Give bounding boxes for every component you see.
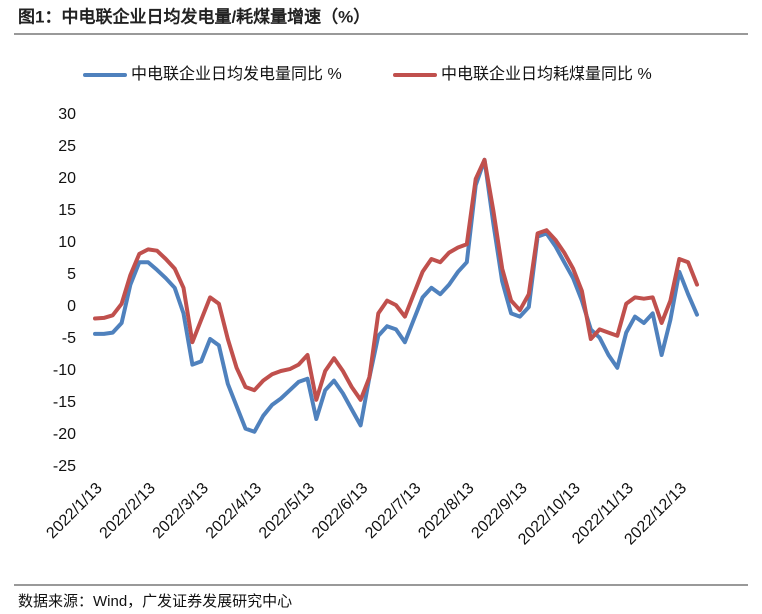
source: 数据来源：Wind，广发证券发展研究中心 (18, 593, 292, 610)
y-tick-label: -20 (53, 426, 76, 443)
x-tick-label: 2022/1/13 (43, 480, 105, 542)
x-tick-label: 2022/8/13 (415, 480, 477, 542)
legend-label: 中电联企业日均发电量同比 % (131, 65, 342, 83)
line-series (93, 157, 699, 402)
y-tick-label: -15 (53, 394, 76, 411)
y-tick-label: -5 (62, 330, 76, 347)
y-tick-label: -25 (53, 458, 76, 475)
y-tick-label: -10 (53, 362, 76, 379)
x-tick-label: 2022/2/13 (97, 480, 159, 542)
x-tick-label: 2022/5/13 (256, 480, 318, 542)
y-tick-label: 10 (58, 234, 76, 251)
y-tick-label: 5 (67, 266, 76, 283)
y-tick-label: 25 (58, 138, 76, 155)
x-tick-label: 2022/4/13 (203, 480, 265, 542)
legend-label: 中电联企业日均耗煤量同比 % (441, 65, 652, 83)
y-tick-label: 15 (58, 202, 76, 219)
y-tick-label: 30 (58, 106, 76, 123)
x-tick-label: 2022/3/13 (150, 480, 212, 542)
x-tick-label: 2022/6/13 (309, 480, 371, 542)
x-tick-label: 2022/7/13 (362, 480, 424, 542)
y-tick-label: 0 (67, 298, 76, 315)
y-tick-label: 20 (58, 170, 76, 187)
chart-title: 图1：中电联企业日均发电量/耗煤量增速（%） (18, 6, 370, 26)
